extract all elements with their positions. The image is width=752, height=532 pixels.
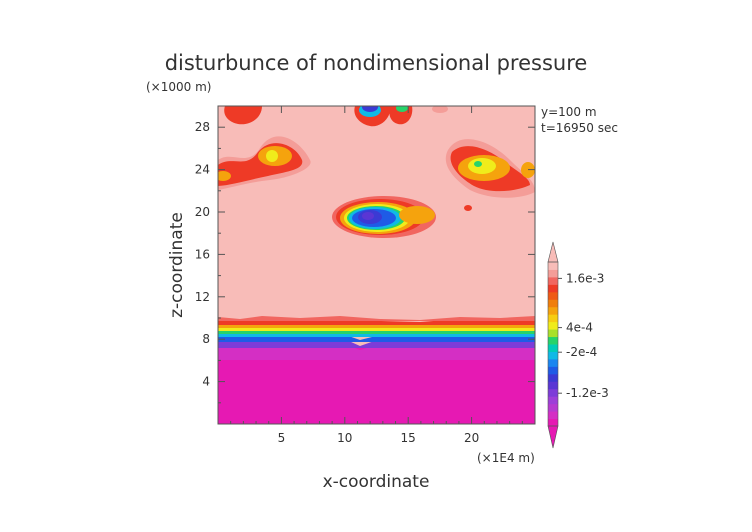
blob-core [362,212,374,220]
y-tick-label: 24 [195,163,210,177]
y-tick-label: 20 [195,205,210,219]
info-line-2: t=16950 sec [541,121,618,135]
x-tick-label: 20 [464,431,479,445]
y-axis-ticks: 4 8 12 16 20 24 28 [195,120,535,404]
x-axis-ticks: 5 10 15 20 [230,106,523,445]
upper-left-top-cell [224,106,262,125]
y-tick-label: 12 [195,290,210,304]
plot-frame [217,105,536,425]
colorbar-swatch [548,329,558,338]
colorbar-label: -2e-4 [566,345,597,359]
x-tick-label: 5 [278,431,286,445]
colorbar-swatch [548,276,558,285]
colorbar-swatch [548,358,558,367]
y-tick-label: 8 [202,332,210,346]
colorbar-swatch [548,314,558,323]
colorbar-swatch [548,299,558,308]
blob-right-lobe [399,206,435,224]
colorbar-swatch [548,366,558,375]
colorbar-swatch [548,396,558,405]
y-axis-label: z-coordinate [167,212,187,318]
colorbar-swatch [548,373,558,382]
heatmap-plot-area [218,106,535,424]
colorbar-swatch [548,411,558,420]
top-far-cell [432,106,448,113]
right-small-cell [464,205,472,211]
top-center-cell-blue [362,106,378,112]
colorbar-swatch [548,381,558,390]
colorbar-swatch [548,403,558,412]
x-unit-label: (×1E4 m) [477,451,535,465]
colorbar-swatch [548,388,558,397]
colorbar-swatch [548,284,558,293]
y-unit-label: (×1000 m) [146,80,211,94]
colorbar-swatch [548,336,558,345]
colorbar-swatch [548,344,558,352]
colorbar-label: -1.2e-3 [566,386,609,400]
y-tick-label: 28 [195,120,210,134]
colorbar [547,241,559,449]
colorbar-swatch [548,262,558,270]
top-right-cell-cyan [396,106,408,112]
colorbar-min-arrow [547,425,559,449]
colorbar-swatch [548,306,558,315]
colorbar-labels: 1.6e-3 4e-4 -2e-4 -1.2e-3 [558,271,609,400]
upper-right-cell-green [474,161,482,167]
colorbar-max-arrow [547,241,559,263]
colorbar-swatch [548,418,558,427]
colorbar-label: 1.6e-3 [566,271,604,285]
colorbar-swatch [548,269,558,278]
upper-left-cell-yellow [266,150,278,162]
chart-title: disturbunce of nondimensional pressure [165,51,588,75]
upper-left-edge-orange [218,171,231,181]
colorbar-label: 4e-4 [566,321,593,335]
upper-right-cell-yellow [468,158,496,174]
info-line-1: y=100 m [541,105,597,119]
y-tick-label: 4 [202,375,210,389]
x-axis-label: x-coordinate [323,472,430,492]
x-tick-label: 15 [401,431,416,445]
x-tick-label: 10 [337,431,352,445]
band-pink [218,316,535,321]
colorbar-swatch [548,351,558,360]
y-tick-label: 16 [195,247,210,261]
colorbar-frame [547,261,559,427]
colorbar-swatch [548,291,558,300]
colorbar-swatch [548,321,558,330]
